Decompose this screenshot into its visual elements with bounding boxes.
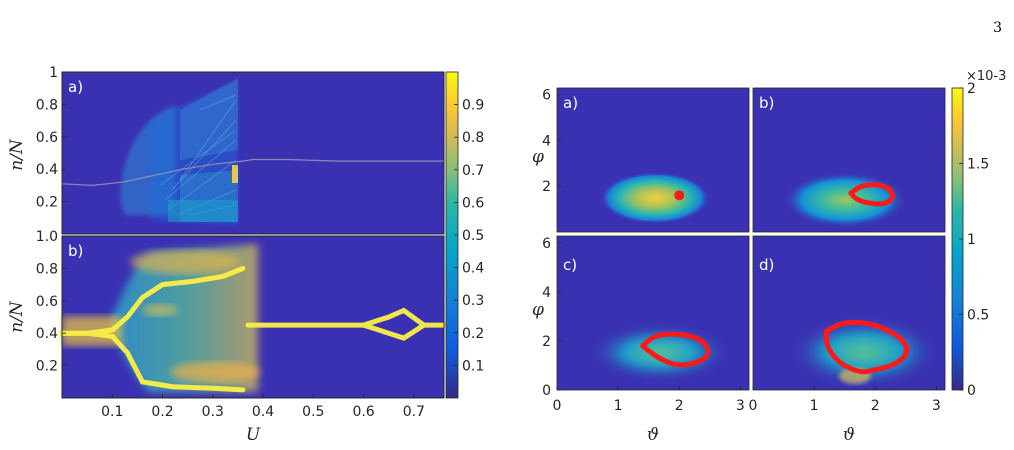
- left-bottom-yticks: 0.2 0.4 0.6 0.8 1.0: [36, 229, 66, 375]
- ylabel: φ: [532, 300, 544, 320]
- left-colorbar-ticks: 0.1 0.2 0.3 0.4 0.5 0.6 0.7 0.8 0.9: [454, 98, 484, 374]
- y-tick-label: 0.2: [36, 195, 58, 211]
- left-top-yticks: 0.2 0.4 0.6 0.8 1: [36, 65, 66, 211]
- right-colorbar-ticks: 0 0.5 1 1.5 2: [959, 81, 989, 399]
- left-bottom-panel: b): [59, 235, 447, 399]
- x-tick-label: 3: [932, 398, 941, 414]
- panel-label: b): [68, 242, 83, 260]
- right-yticks: 2 4 6 0 2 4 6: [542, 87, 561, 399]
- y-tick-label: 0: [542, 383, 551, 399]
- x-tick-label: 3: [736, 398, 745, 414]
- series-line: [59, 330, 246, 393]
- colorbar-tick-label: 2: [967, 81, 976, 97]
- trajectories: [640, 182, 910, 375]
- x-tick-label: 0.7: [403, 404, 425, 420]
- left-top-panel: a): [61, 71, 445, 235]
- colorbar-tick-label: 0.8: [462, 130, 484, 146]
- left-colorbar: 0.1 0.2 0.3 0.4 0.5 0.6 0.7 0.8 0.9: [445, 71, 484, 399]
- chaotic-region: [120, 78, 238, 225]
- y-tick-label: 2: [542, 179, 551, 195]
- trajectory-loop: [848, 182, 895, 207]
- x-tick-label: 0: [749, 398, 758, 414]
- panel-b-curves: [59, 265, 447, 393]
- xlabel: ϑ: [843, 425, 855, 445]
- xlabel: ϑ: [647, 425, 659, 445]
- colorbar-tick-label: 0.5: [967, 308, 989, 324]
- y-tick-label: 0.4: [36, 326, 58, 342]
- y-tick-label: 1: [49, 65, 58, 81]
- y-tick-label: 6: [542, 236, 551, 252]
- colorbar-tick-label: 0.2: [462, 326, 484, 342]
- x-tick-label: 0.4: [252, 404, 274, 420]
- x-tick-label: 0.6: [352, 404, 374, 420]
- colorbar-tick-label: 0: [967, 383, 976, 399]
- colorbar-tick-label: 1: [967, 232, 976, 248]
- colorbar-multiplier: ×10-3: [966, 69, 1006, 84]
- y-tick-label: 0.6: [36, 294, 58, 310]
- series-line: [361, 322, 427, 341]
- x-tick-label: 0.2: [151, 404, 173, 420]
- colorbar-tick-label: 0.6: [462, 195, 484, 211]
- trajectory-loop: [640, 331, 711, 368]
- y-tick-label: 0.2: [36, 359, 58, 375]
- colorbar-tick-label: 0.7: [462, 163, 484, 179]
- y-tick-label: 0.4: [36, 162, 58, 178]
- colorbar-tick-label: 1.5: [967, 157, 989, 173]
- x-tick-label: 1: [614, 398, 623, 414]
- y-tick-label: 4: [542, 285, 551, 301]
- series-line: [245, 307, 447, 328]
- panel-a-curves: [61, 158, 444, 187]
- series-line: [61, 158, 444, 187]
- ylabel: n/N: [7, 138, 27, 171]
- colorbar-tick-label: 0.4: [462, 261, 484, 277]
- panel-label: a): [68, 78, 83, 96]
- x-tick-label: 0.1: [101, 404, 123, 420]
- y-tick-label: 0.6: [36, 130, 58, 146]
- right-colorbar: 0 0.5 1 1.5 2 ×10-3: [951, 69, 1006, 399]
- trajectory-point: [674, 190, 685, 201]
- right-panels: a) b) c) d): [556, 87, 946, 391]
- xlabel: U: [246, 425, 261, 445]
- x-tick-label: 2: [871, 398, 880, 414]
- panel-label: d): [759, 256, 774, 274]
- left-bottom-xticks: 0.1 0.2 0.3 0.4 0.5 0.6 0.7: [101, 394, 425, 420]
- x-tick-label: 0.5: [302, 404, 324, 420]
- y-tick-label: 0.8: [36, 97, 58, 113]
- y-tick-label: 2: [542, 334, 551, 350]
- x-tick-label: 0.3: [202, 404, 224, 420]
- colorbar-tick-label: 0.9: [462, 98, 484, 114]
- x-tick-label: 2: [675, 398, 684, 414]
- ylabel: n/N: [7, 300, 27, 333]
- y-tick-label: 0.8: [36, 261, 58, 277]
- y-tick-label: 1.0: [36, 229, 58, 245]
- colorbar-tick-label: 0.3: [462, 293, 484, 309]
- x-tick-label: 0: [553, 398, 562, 414]
- plot-area: [62, 72, 444, 234]
- ylabel: φ: [532, 147, 544, 167]
- page-number: 3: [993, 20, 1002, 36]
- trajectory-loop: [823, 319, 910, 375]
- colorbar-tick-label: 0.5: [462, 228, 484, 244]
- panel-label: a): [563, 94, 578, 112]
- y-tick-label: 4: [542, 133, 551, 149]
- panel-label: b): [759, 94, 774, 112]
- panel-label: c): [563, 256, 577, 274]
- colorbar-tick-label: 0.1: [462, 358, 484, 374]
- y-tick-label: 6: [542, 87, 551, 103]
- x-tick-label: 1: [810, 398, 819, 414]
